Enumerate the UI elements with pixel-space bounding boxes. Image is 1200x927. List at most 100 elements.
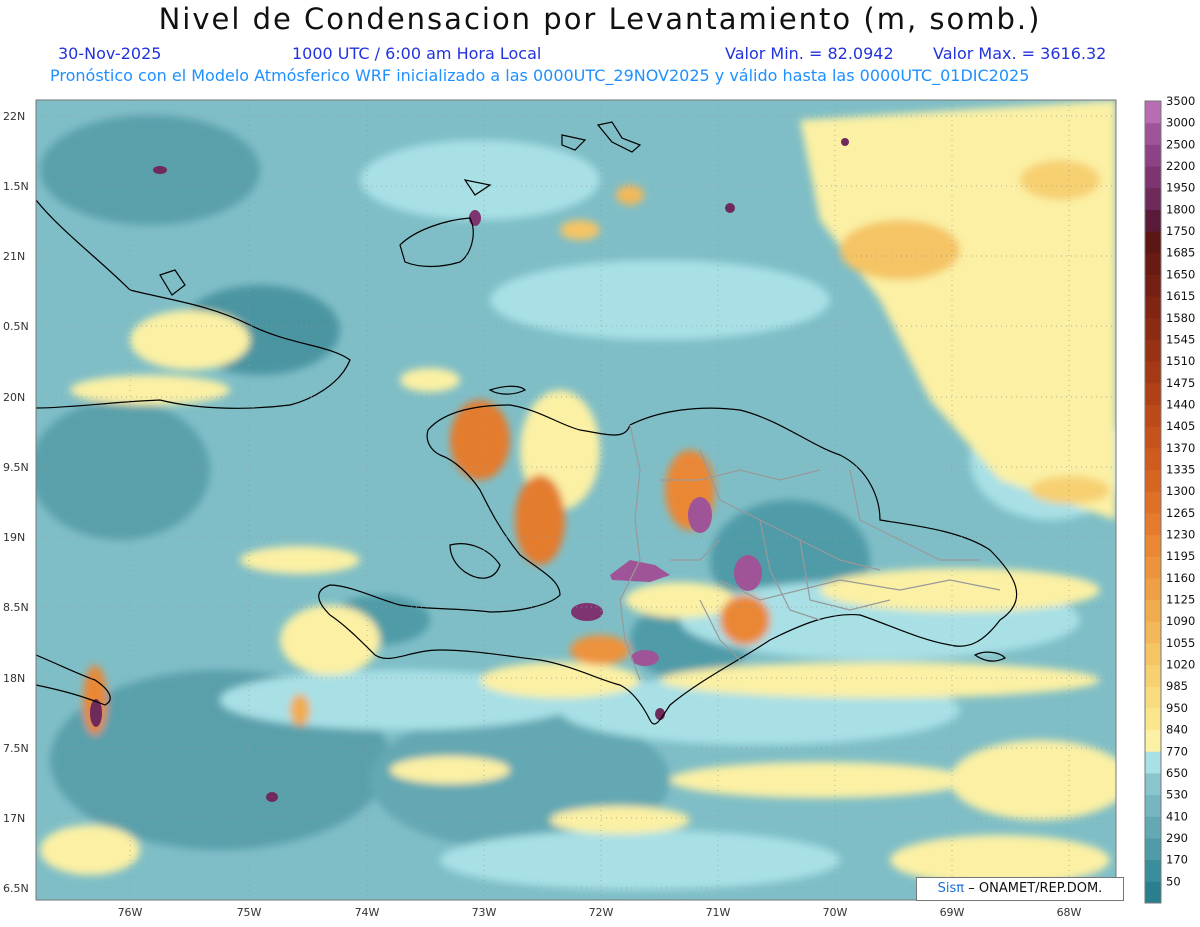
colorbar-label: 1230 [1166,528,1195,542]
colorbar-swatch [1145,231,1161,254]
colorbar-swatch [1145,816,1161,839]
colorbar-swatch [1145,187,1161,210]
lon-label: 71W [706,906,731,919]
colorbar-label: 3500 [1166,94,1195,108]
forecast-note: Pronóstico con el Modelo Atmósferico WRF… [50,66,1030,85]
colorbar-label: 1685 [1166,246,1195,260]
forecast-date: 30-Nov-2025 [58,44,162,63]
colorbar-swatch [1145,447,1161,470]
colorbar-label: 1055 [1166,636,1195,650]
colorbar-label: 530 [1166,788,1188,802]
colorbar-swatch [1145,361,1161,384]
lon-label: 72W [589,906,614,919]
colorbar-label: 2500 [1166,137,1195,151]
colorbar-label: 1195 [1166,549,1195,563]
colorbar-swatch [1145,837,1161,861]
colorbar-swatch [1145,404,1161,427]
colorbar-label: 2200 [1166,159,1195,173]
colorbar-swatch [1145,772,1161,796]
lat-label: 8.5N [3,601,29,614]
lon-label: 73W [472,906,497,919]
colorbar-label: 3000 [1166,116,1195,130]
credit-text: – ONAMET/REP.DOM. [968,881,1103,896]
colorbar-label: 1580 [1166,311,1195,325]
colorbar-swatch [1145,274,1161,297]
colorbar-label: 950 [1166,701,1188,715]
colorbar-swatch [1145,252,1161,275]
colorbar-label: 170 [1166,853,1188,867]
lat-label: 21N [3,250,25,263]
colorbar-label: 1300 [1166,484,1195,498]
lon-label: 76W [118,906,143,919]
lon-label: 74W [355,906,380,919]
colorbar-label: 1090 [1166,614,1195,628]
colorbar-swatch [1145,101,1161,124]
colorbar-swatch [1145,686,1161,709]
lat-label: 1.5N [3,180,29,193]
lcl-maxima [90,138,849,802]
max-value: Valor Max. = 3616.32 [933,44,1107,63]
colorbar-label: 1125 [1166,593,1195,607]
colorbar-label: 650 [1166,766,1188,780]
lon-label: 75W [237,906,262,919]
lon-label: 70W [823,906,848,919]
colorbar-label: 1370 [1166,441,1195,455]
lat-label: 0.5N [3,320,29,333]
colorbar-frame [1144,100,1162,904]
colorbar-swatch [1145,534,1161,557]
colorbar-swatch [1145,512,1161,536]
lat-label: 19N [3,531,25,544]
colorbar-swatch [1145,556,1161,579]
lat-label: 7.5N [3,742,29,755]
colorbar-label: 1265 [1166,506,1195,520]
latitude-labels: 22N 1.5N 21N 0.5N 20N 9.5N 19N 8.5N 18N … [3,110,29,895]
credit-box: Sisπ – ONAMET/REP.DOM. [916,877,1124,901]
longitude-labels: 76W 75W 74W 73W 72W 71W 70W 69W 68W [118,906,1082,919]
colorbar-swatch [1145,729,1161,752]
colorbar-label: 1510 [1166,354,1195,368]
colorbar-label: 1750 [1166,224,1195,238]
map-frame [36,100,1116,900]
colorbar-swatch [1145,296,1161,319]
colorbar-swatch [1145,642,1161,666]
colorbar-swatch [1145,577,1161,601]
colorbar-swatch [1145,491,1161,514]
colorbar-label: 1650 [1166,267,1195,281]
lat-label: 9.5N [3,461,29,474]
map-title: Nivel de Condensacion por Levantamiento … [158,2,1042,36]
colorbar-label: 1405 [1166,419,1195,433]
colorbar-swatch [1145,794,1161,817]
colorbar-swatch [1145,751,1161,774]
colorbar-label: 1615 [1166,289,1195,303]
colorbar-swatch [1145,382,1161,405]
sis-logo: Sisπ [937,881,965,896]
colorbar-label: 1475 [1166,376,1195,390]
lon-label: 68W [1057,906,1082,919]
lat-label: 22N [3,110,25,123]
colorbar-label: 770 [1166,744,1188,758]
colorbar-label: 840 [1166,723,1188,737]
colorbar: 50 170 290 410 530 650 770 840 950 985 1020 1055 109… [1144,94,1195,904]
colorbar-label: 1545 [1166,332,1195,346]
colorbar-label: 1950 [1166,181,1195,195]
colorbar-label: 290 [1166,831,1188,845]
colorbar-swatch [1145,664,1161,687]
colorbar-label: 985 [1166,679,1188,693]
colorbar-label: 1440 [1166,397,1195,411]
colorbar-swatch [1145,469,1161,492]
colorbar-swatch [1145,599,1161,622]
lat-label: 20N [3,391,25,404]
colorbar-label: 50 [1166,874,1181,888]
lat-label: 6.5N [3,882,29,895]
colorbar-swatch [1145,317,1161,340]
colorbar-swatch [1145,881,1161,904]
colorbar-swatch [1145,707,1161,731]
colorbar-swatch [1145,859,1161,882]
colorbar-swatch [1145,166,1161,189]
colorbar-swatch [1145,426,1161,449]
colorbar-label: 1160 [1166,571,1195,585]
colorbar-swatch [1145,144,1161,167]
lat-label: 18N [3,672,25,685]
colorbar-swatch [1145,209,1161,232]
